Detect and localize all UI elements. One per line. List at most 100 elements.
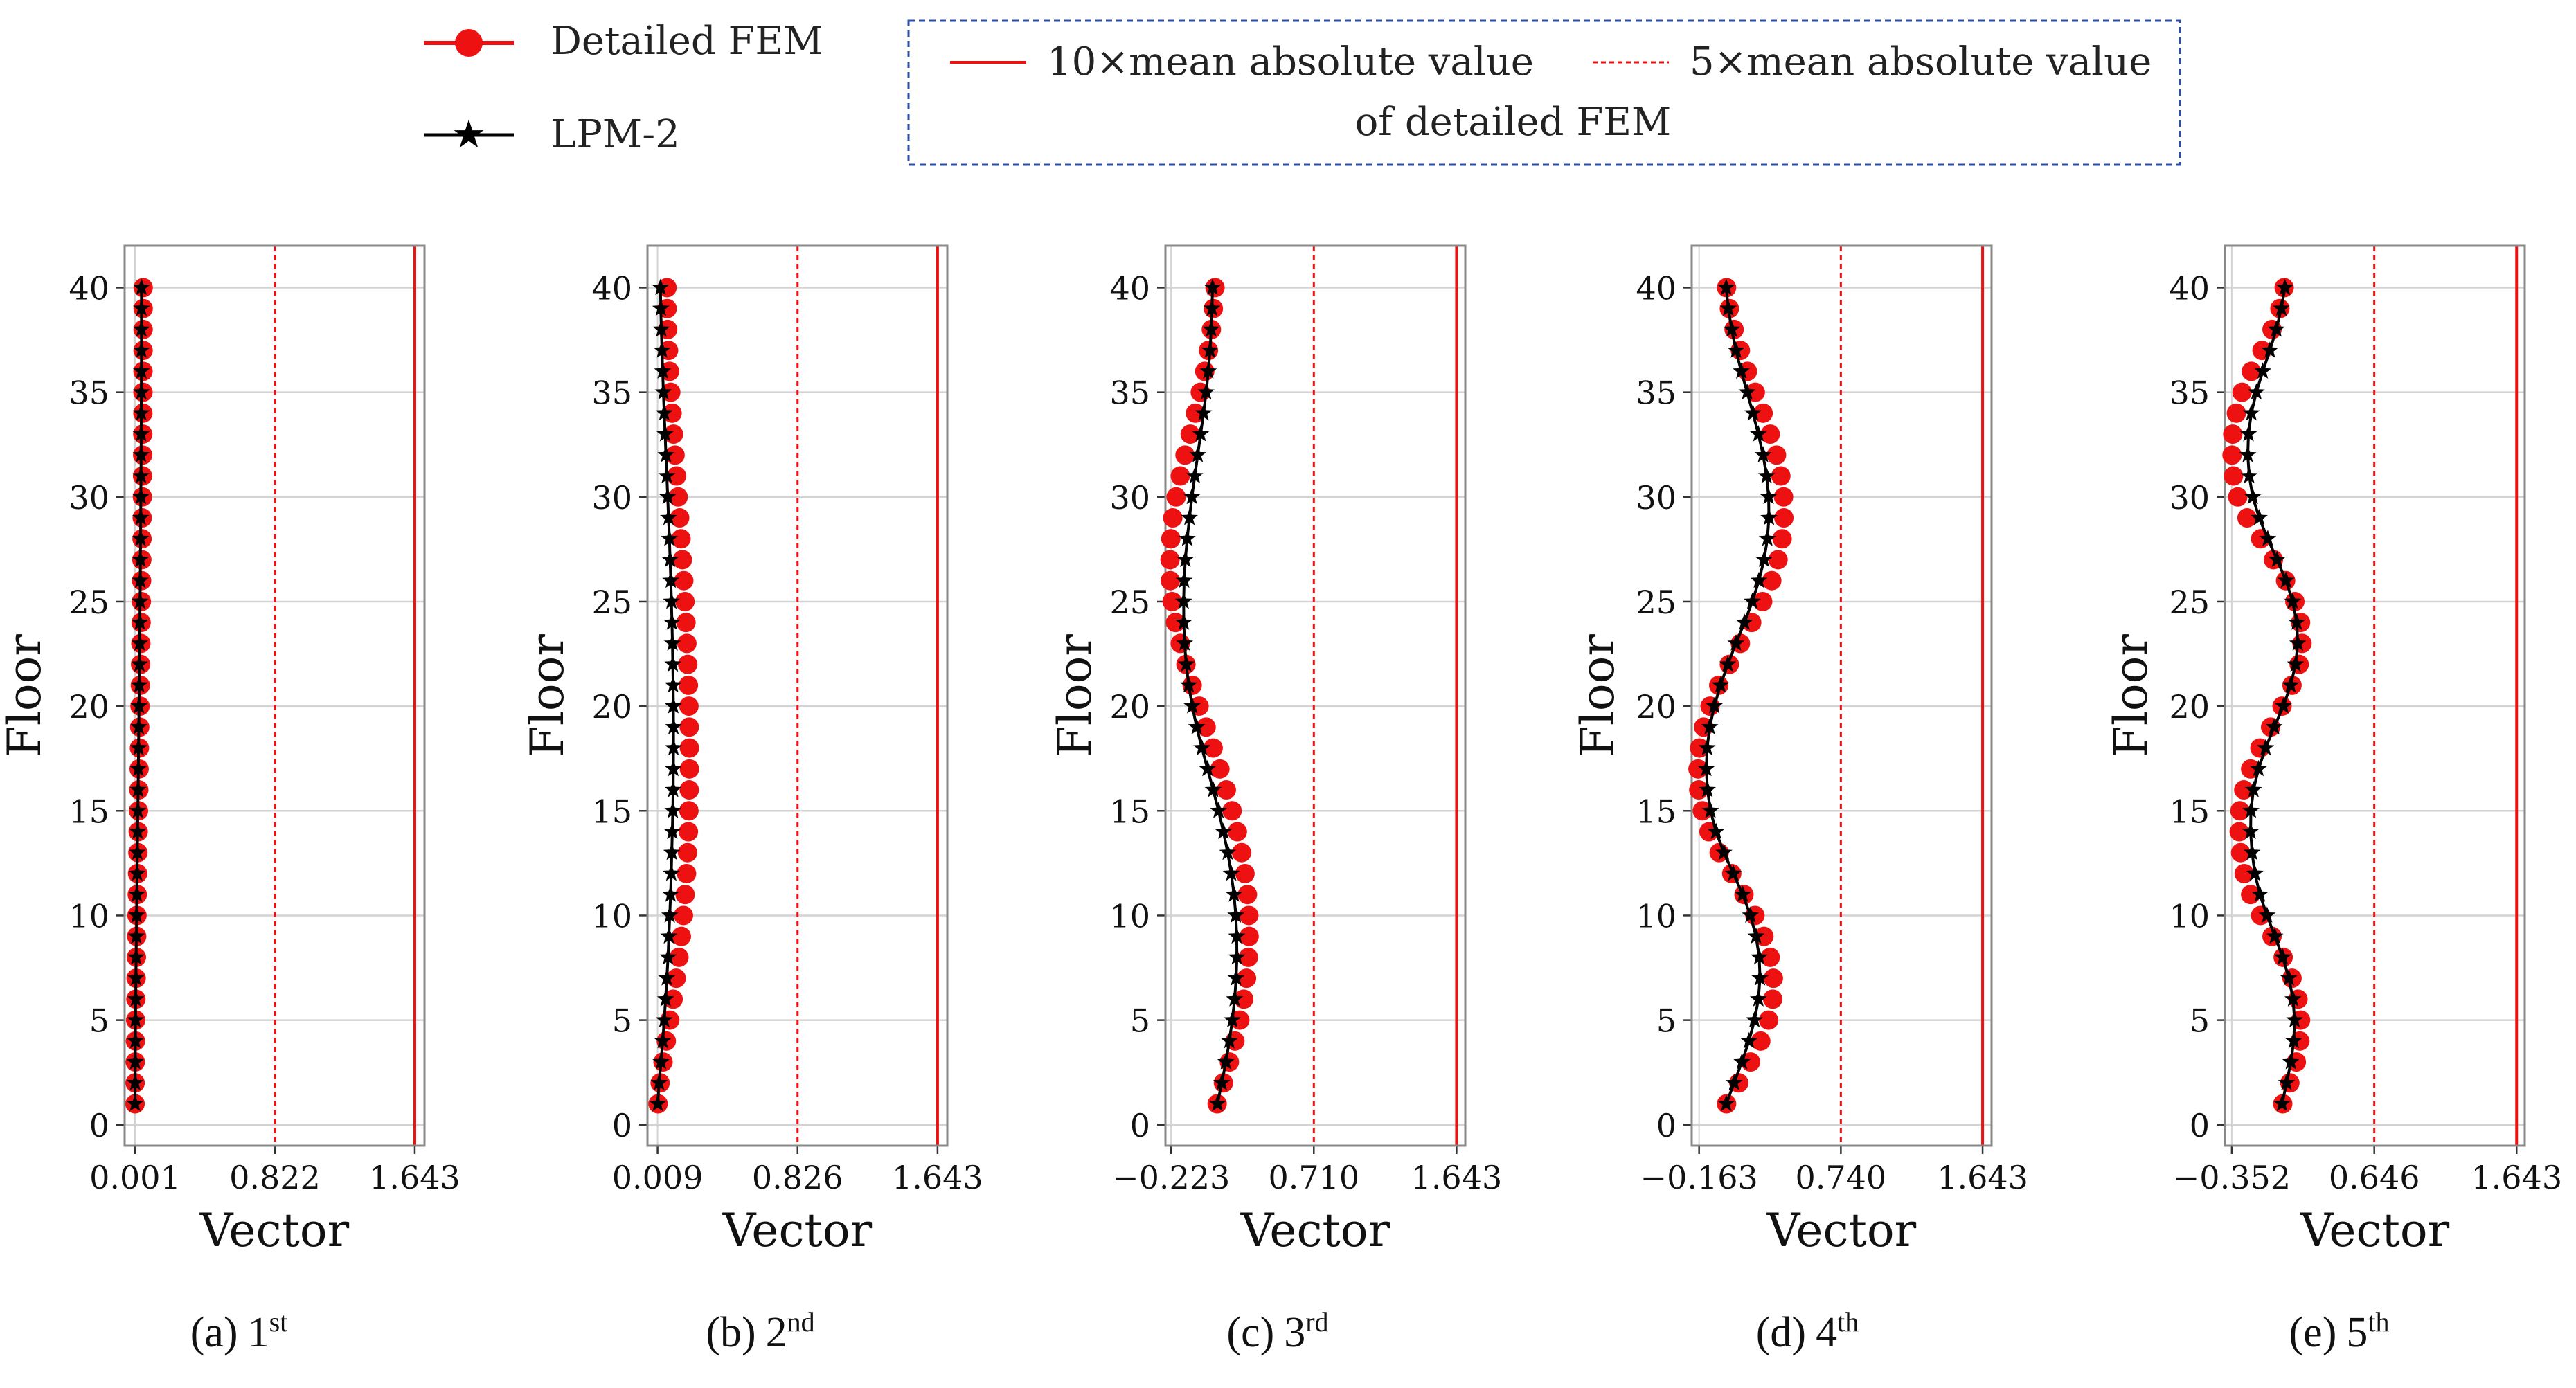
lpm-point	[126, 1053, 144, 1070]
lpm-point	[650, 1074, 668, 1090]
lpm-point	[1189, 446, 1206, 462]
y-tick-label: 25	[591, 584, 632, 621]
lpm-point	[2244, 781, 2262, 797]
lpm-point	[654, 383, 672, 400]
fem-point	[679, 780, 699, 800]
caption-letter: (e)	[2289, 1309, 2337, 1356]
fem-point	[1160, 550, 1180, 570]
lpm-point	[2251, 509, 2268, 525]
y-tick-label: 40	[69, 269, 109, 307]
lpm-point	[663, 613, 681, 630]
caption-letter: (b)	[706, 1309, 755, 1356]
fem-point	[1237, 968, 1257, 989]
lpm-point	[132, 404, 150, 421]
lpm-point	[2284, 990, 2302, 1007]
lpm-point	[132, 446, 150, 462]
y-tick-label: 5	[2190, 1002, 2210, 1040]
lpm-point	[128, 865, 146, 881]
x-axis-label: Vector	[1240, 1204, 1390, 1257]
y-tick-label: 5	[1130, 1002, 1150, 1040]
lpm-point	[127, 948, 145, 965]
lpm-line	[134, 287, 143, 1104]
fem-point	[1760, 424, 1780, 444]
lpm-point	[1208, 1094, 1226, 1112]
lpm-point	[2242, 802, 2260, 818]
fem-point	[679, 822, 699, 842]
fem-point	[679, 675, 699, 695]
lpm-point	[1750, 571, 1768, 588]
fem-point	[673, 905, 693, 926]
lpm-point	[1725, 1074, 1743, 1090]
fem-point	[671, 926, 691, 946]
chart-panel-a: 0 5 10 15 20 25 30 35 40 0.001 0.822 1.643 Vector Flo…	[0, 244, 460, 1356]
lpm-line	[1182, 287, 1239, 1104]
fem-point	[1163, 508, 1183, 528]
lpm-point	[2244, 487, 2262, 505]
fem-point	[668, 487, 688, 507]
lpm-point	[1734, 885, 1751, 902]
lpm-point	[1742, 906, 1760, 923]
lpm-point	[2243, 843, 2261, 860]
y-tick-label: 30	[1636, 479, 1676, 516]
lpm-point	[652, 320, 670, 337]
y-tick-label: 25	[1109, 584, 1150, 621]
legend-fem-marker	[455, 29, 483, 57]
y-tick-label: 0	[1130, 1107, 1150, 1144]
lpm-point	[132, 550, 150, 567]
lpm-point	[663, 865, 680, 881]
x-tick-label: −0.352	[2173, 1159, 2291, 1196]
lpm-point	[2285, 1031, 2302, 1049]
lpm-point	[1757, 467, 1776, 484]
lpm-point	[1733, 362, 1750, 379]
lpm-point	[132, 362, 150, 379]
y-tick-label: 15	[2169, 793, 2210, 830]
lpm-point	[129, 822, 147, 839]
lpm-point	[127, 1011, 145, 1028]
x-tick-label: 1.643	[369, 1159, 460, 1196]
lpm-point	[1217, 1053, 1235, 1070]
legend-10x-label: 10×mean absolute value	[1047, 39, 1534, 84]
lpm-point	[1750, 425, 1767, 442]
lpm-point	[2266, 927, 2284, 944]
lpm-point	[2254, 362, 2271, 379]
plot-frame	[123, 244, 426, 1147]
lpm-point	[2242, 404, 2260, 421]
fem-point	[1175, 445, 1195, 465]
fem-point	[2229, 822, 2249, 842]
lpm-line	[656, 287, 675, 1104]
lpm-point	[132, 383, 150, 400]
lpm-point	[127, 927, 145, 944]
lpm-point	[1707, 822, 1725, 839]
x-tick-label: 0.740	[1796, 1159, 1887, 1196]
lpm-point	[656, 990, 674, 1007]
lpm-point	[659, 487, 677, 505]
lpm-point	[129, 759, 147, 777]
lpm-point	[2277, 571, 2295, 588]
fem-point	[2237, 508, 2257, 528]
lpm-point	[132, 509, 150, 525]
lpm-point	[1219, 843, 1237, 860]
y-axis-label: Floor	[1048, 634, 1102, 757]
fem-point	[2223, 424, 2243, 444]
fem-point	[2234, 780, 2254, 800]
x-tick-label: 1.643	[892, 1159, 983, 1196]
lpm-point	[1697, 759, 1715, 777]
caption-letter: (d)	[1756, 1309, 1806, 1356]
lpm-point	[652, 1053, 670, 1070]
fem-point	[1773, 487, 1794, 507]
fem-point	[670, 508, 690, 528]
fem-point	[1237, 885, 1258, 905]
legend-reference-box: 10×mean absolute value 5×mean absolute v…	[907, 19, 2181, 166]
y-tick-label: 0	[612, 1107, 632, 1144]
lpm-point	[662, 885, 679, 902]
fem-point	[2232, 382, 2252, 402]
lpm-point	[654, 1031, 672, 1049]
series-lpm-2	[1174, 278, 1246, 1112]
lpm-point	[1715, 843, 1733, 860]
fem-point	[1235, 863, 1255, 883]
lpm-point	[662, 571, 679, 588]
lpm-point	[1225, 885, 1243, 902]
fem-point	[1239, 926, 1259, 946]
lpm-point	[1751, 969, 1769, 986]
lpm-point	[2276, 278, 2293, 295]
